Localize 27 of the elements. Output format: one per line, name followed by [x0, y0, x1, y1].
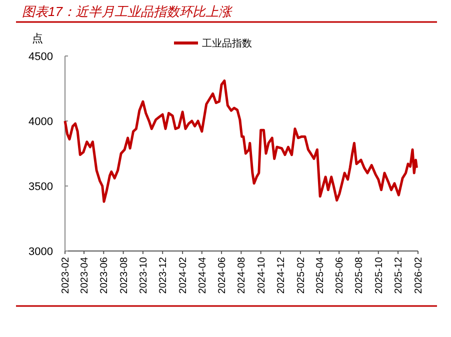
x-tick-label: 2024-04 [197, 256, 208, 294]
x-tick-label: 2023-04 [80, 256, 91, 294]
x-tick-label: 2024-08 [236, 256, 248, 294]
x-tick-label: 2024-10 [256, 256, 268, 294]
x-tick-label: 2025-08 [354, 256, 366, 294]
x-tick-label: 2025-10 [374, 256, 385, 294]
chart-title: 图表17：近半月工业品指数环比上涨 [22, 4, 234, 19]
x-tick-label: 2025-06 [334, 256, 346, 294]
y-tick-label: 3500 [28, 180, 53, 193]
x-tick-label: 2025-02 [296, 256, 307, 294]
y-tick-label: 3000 [28, 246, 53, 258]
x-tick-label: 2023-08 [118, 256, 130, 294]
x-tick-label: 2026-02 [414, 256, 424, 294]
line-series [64, 79, 418, 203]
x-tick-label: 2025-04 [314, 256, 326, 294]
x-tick-label: 2023-10 [138, 256, 150, 294]
x-tick-label: 2025-12 [394, 256, 405, 294]
y-tick-label: 4500 [28, 50, 53, 63]
y-tick-label: 4000 [28, 116, 53, 128]
x-tick-label: 2024-12 [276, 256, 287, 294]
x-tick-label: 2023-12 [158, 256, 170, 294]
x-tick-label: 2023-02 [60, 256, 72, 294]
legend-label: 工业品指数 [202, 38, 252, 50]
y-axis-title: 点 [32, 32, 43, 45]
x-tick-label: 2023-06 [99, 256, 110, 294]
x-tick-label: 2024-06 [217, 256, 228, 294]
x-tick-label: 2024-02 [178, 256, 190, 294]
